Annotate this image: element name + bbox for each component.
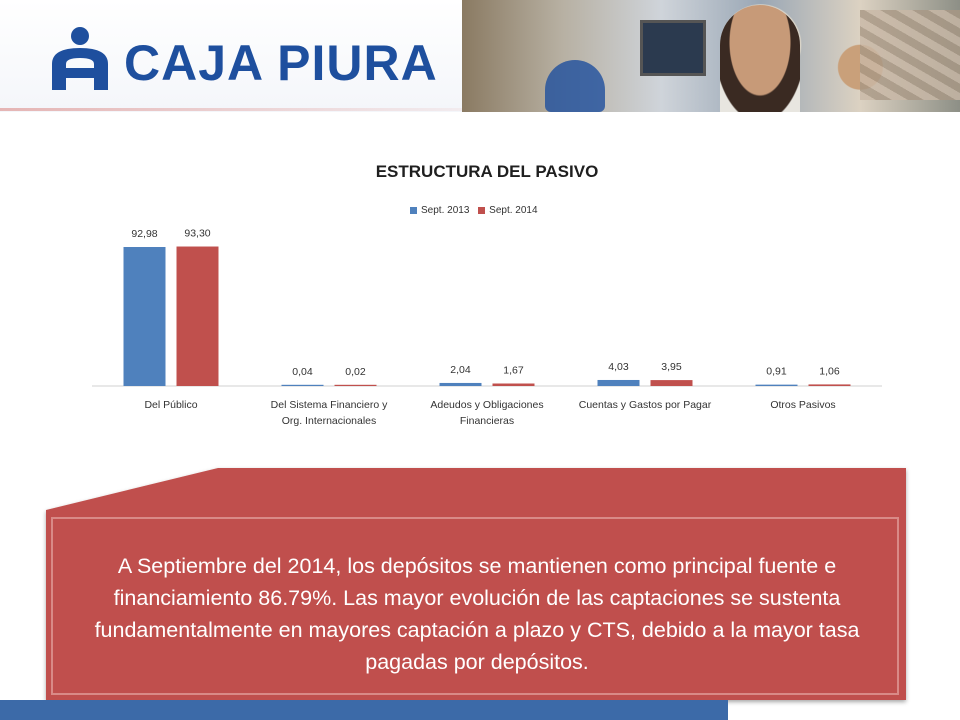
category-label-1-line-0: Del Sistema Financiero y	[271, 399, 388, 411]
bar-chart: 92,98 93,30 Del Público 0,04 0,02 Del Sistema…	[92, 228, 882, 427]
bar-2013-cat-4	[755, 384, 798, 386]
legend-swatch-2014	[478, 206, 486, 214]
category-label-3-line-0: Cuentas y Gastos por Pagar	[579, 399, 712, 411]
data-label-2013-cat-3: 4,03	[608, 361, 629, 373]
photo-logo-sign	[545, 60, 605, 112]
bar-2014-cat-1	[334, 384, 377, 386]
bar-2013-cat-2	[439, 382, 482, 386]
legend-label-2013: Sept. 2013	[421, 205, 470, 216]
data-label-2014-cat-3: 3,95	[661, 361, 682, 373]
data-label-2014-cat-1: 0,02	[345, 366, 366, 378]
data-label-2014-cat-0: 93,30	[184, 228, 210, 240]
chart-title: ESTRUCTURA DEL PASIVO	[375, 162, 599, 181]
header-banner: CAJA PIURA	[0, 0, 960, 112]
callout-text: A Septiembre del 2014, los depósitos se …	[94, 554, 860, 674]
callout-box	[46, 468, 906, 700]
bar-2014-cat-3	[650, 380, 693, 386]
legend-swatch-2013	[410, 206, 417, 214]
category-label-2-line-0: Adeudos y Obligaciones	[430, 399, 543, 411]
bar-2014-cat-4	[808, 384, 851, 386]
legend-label-2014: Sept. 2014	[489, 205, 538, 216]
category-label-1-line-1: Org. Internacionales	[282, 415, 377, 427]
data-label-2013-cat-1: 0,04	[292, 366, 313, 378]
photo-monitor	[640, 20, 706, 76]
bar-2014-cat-0	[176, 246, 219, 386]
category-label-4-line-0: Otros Pasivos	[770, 399, 835, 411]
bar-2013-cat-1	[281, 384, 324, 386]
bar-2013-cat-0	[123, 247, 166, 386]
photo-person	[720, 5, 800, 112]
header-rule	[0, 108, 470, 111]
data-label-2013-cat-4: 0,91	[766, 366, 787, 378]
brand-logo-icon	[52, 27, 108, 90]
chart-legend: Sept. 2013 Sept. 2014	[410, 205, 544, 219]
footer-bar	[0, 700, 728, 720]
legend-item-2014: Sept. 2014	[478, 205, 538, 216]
legend-item-2013: Sept. 2013	[410, 205, 469, 216]
callout-inner-frame	[51, 517, 899, 695]
bar-2013-cat-3	[597, 379, 640, 386]
data-label-2013-cat-0: 92,98	[131, 228, 157, 240]
brand-logo: CAJA PIURA	[44, 24, 437, 94]
photo-banknotes	[860, 10, 960, 100]
data-label-2014-cat-2: 1,67	[503, 365, 524, 377]
data-label-2013-cat-2: 2,04	[450, 364, 471, 376]
data-label-2014-cat-4: 1,06	[819, 365, 840, 377]
category-label-0-line-0: Del Público	[144, 399, 197, 411]
bar-2014-cat-2	[492, 383, 535, 386]
brand-name: CAJA PIURA	[124, 35, 438, 91]
category-label-2-line-1: Financieras	[460, 415, 514, 427]
